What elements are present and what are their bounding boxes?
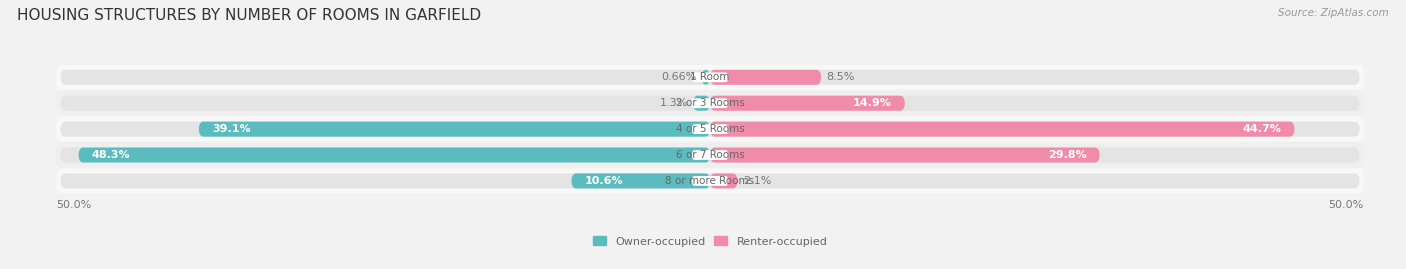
FancyBboxPatch shape	[692, 150, 728, 160]
FancyBboxPatch shape	[692, 72, 728, 82]
Text: 2 or 3 Rooms: 2 or 3 Rooms	[676, 98, 744, 108]
Text: 0.66%: 0.66%	[661, 72, 696, 82]
Text: 4 or 5 Rooms: 4 or 5 Rooms	[676, 124, 744, 134]
FancyBboxPatch shape	[710, 122, 1295, 137]
FancyBboxPatch shape	[571, 174, 710, 189]
FancyBboxPatch shape	[60, 122, 1360, 137]
Text: 8.5%: 8.5%	[827, 72, 855, 82]
FancyBboxPatch shape	[710, 96, 905, 111]
Text: Source: ZipAtlas.com: Source: ZipAtlas.com	[1278, 8, 1389, 18]
Text: 2.1%: 2.1%	[742, 176, 770, 186]
FancyBboxPatch shape	[56, 117, 1364, 141]
Text: 6 or 7 Rooms: 6 or 7 Rooms	[676, 150, 744, 160]
FancyBboxPatch shape	[56, 65, 1364, 90]
FancyBboxPatch shape	[710, 147, 1099, 162]
FancyBboxPatch shape	[692, 98, 728, 108]
Text: HOUSING STRUCTURES BY NUMBER OF ROOMS IN GARFIELD: HOUSING STRUCTURES BY NUMBER OF ROOMS IN…	[17, 8, 481, 23]
Text: 1 Room: 1 Room	[690, 72, 730, 82]
FancyBboxPatch shape	[198, 122, 710, 137]
FancyBboxPatch shape	[710, 70, 821, 85]
FancyBboxPatch shape	[60, 70, 1360, 85]
Text: 50.0%: 50.0%	[1329, 200, 1364, 210]
FancyBboxPatch shape	[693, 96, 710, 111]
FancyBboxPatch shape	[692, 176, 728, 186]
FancyBboxPatch shape	[710, 174, 738, 189]
FancyBboxPatch shape	[56, 168, 1364, 193]
Text: 10.6%: 10.6%	[585, 176, 623, 186]
Text: 8 or more Rooms: 8 or more Rooms	[665, 176, 755, 186]
FancyBboxPatch shape	[692, 124, 728, 134]
Text: 29.8%: 29.8%	[1047, 150, 1087, 160]
FancyBboxPatch shape	[56, 143, 1364, 168]
Text: 50.0%: 50.0%	[56, 200, 91, 210]
FancyBboxPatch shape	[79, 147, 710, 162]
FancyBboxPatch shape	[702, 70, 710, 85]
Text: 39.1%: 39.1%	[212, 124, 250, 134]
Text: 48.3%: 48.3%	[91, 150, 131, 160]
FancyBboxPatch shape	[60, 147, 1360, 162]
Legend: Owner-occupied, Renter-occupied: Owner-occupied, Renter-occupied	[593, 236, 827, 247]
FancyBboxPatch shape	[60, 174, 1360, 189]
Text: 44.7%: 44.7%	[1243, 124, 1281, 134]
Text: 14.9%: 14.9%	[853, 98, 891, 108]
FancyBboxPatch shape	[56, 91, 1364, 116]
Text: 1.3%: 1.3%	[659, 98, 688, 108]
FancyBboxPatch shape	[60, 96, 1360, 111]
